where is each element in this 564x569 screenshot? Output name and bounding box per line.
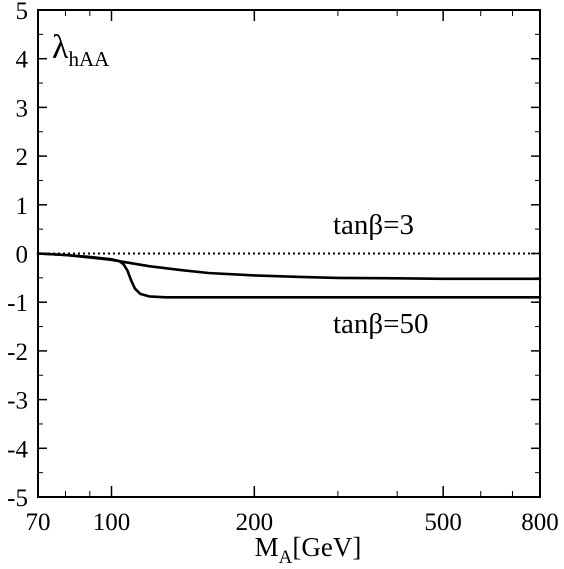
series-label-tanbeta-50: tanβ=50 bbox=[333, 308, 429, 340]
panel-label-base: λ bbox=[52, 29, 69, 66]
label-layer: tanβ=3 tanβ=50 bbox=[333, 209, 429, 340]
x-tick-label: 100 bbox=[93, 509, 131, 536]
y-tick-label: 3 bbox=[16, 95, 29, 122]
panel-label-sub: hAA bbox=[69, 47, 111, 71]
y-tick-label: 2 bbox=[16, 144, 29, 171]
x-axis-label: MA[GeV] bbox=[255, 532, 362, 568]
x-axis-label-sub: A bbox=[279, 547, 293, 568]
tick-layer: 5 4 3 2 1 0 -1 -2 -3 -4 -570 100 200 500 800 bbox=[7, 0, 559, 536]
y-tick-label: 0 bbox=[16, 242, 29, 269]
y-tick-label: -5 bbox=[7, 485, 28, 512]
y-tick-label: -4 bbox=[7, 436, 28, 463]
x-tick-label: 200 bbox=[236, 509, 274, 536]
series-label-tanbeta-3: tanβ=3 bbox=[333, 209, 414, 241]
y-tick-label: 4 bbox=[16, 47, 29, 74]
x-axis-label-base: M bbox=[255, 532, 279, 562]
series-line-tanbeta-50 bbox=[36, 252, 542, 299]
series-line-tanbeta-3 bbox=[36, 252, 542, 281]
y-tick-label: -1 bbox=[7, 290, 28, 317]
x-tick-label: 70 bbox=[26, 509, 51, 536]
y-tick-label: -2 bbox=[7, 339, 28, 366]
y-tick-label: 5 bbox=[16, 0, 29, 25]
series-layer bbox=[36, 252, 542, 299]
panel-label: λhAA bbox=[52, 29, 110, 71]
x-tick-label: 500 bbox=[424, 509, 462, 536]
y-tick-label: -3 bbox=[7, 388, 28, 415]
x-axis-label-unit: [GeV] bbox=[292, 532, 361, 562]
y-tick-label: 1 bbox=[16, 193, 29, 220]
x-tick-label: 800 bbox=[521, 509, 559, 536]
